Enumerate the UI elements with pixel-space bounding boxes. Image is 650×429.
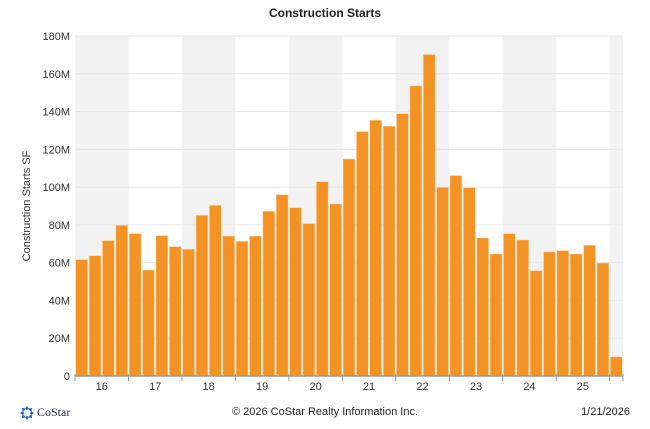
x-tick-label: 17 [149,381,161,393]
bar [169,246,182,377]
bar [489,253,503,377]
bar [75,259,88,377]
bar [142,269,155,377]
x-tick-label: 16 [96,381,108,393]
x-tick-label: 20 [309,381,321,393]
bar [423,54,436,377]
bar [369,119,382,377]
y-tick-label: 120M [42,144,70,156]
bar [302,223,316,377]
bar [449,175,463,377]
logo-text: CoStar [37,405,71,419]
y-tick-label: 100M [42,182,70,194]
bar [235,241,249,377]
bar [102,240,115,377]
x-tick-label: 22 [416,381,428,393]
bar [516,239,529,377]
bar [262,211,275,377]
bar [195,215,209,377]
y-tick-label: 0 [64,371,70,383]
bar [463,187,476,377]
bar [249,235,262,377]
y-tick-label: 160M [42,69,70,81]
copyright-text: © 2026 CoStar Realty Information Inc. [231,406,419,418]
y-axis-label: Construction Starts SF [21,150,33,261]
bar [316,181,329,377]
x-tick-label: 24 [523,381,535,393]
y-tick-label: 60M [49,258,70,270]
bar [342,158,356,377]
bar [529,270,543,377]
bar [596,262,610,377]
bar [396,113,409,377]
x-tick-label: 19 [256,381,268,393]
bar [476,237,489,377]
bar [222,235,235,377]
year-band [609,36,623,376]
bar [155,235,169,377]
bar [356,131,369,377]
y-tick-label: 180M [42,31,70,43]
bar [610,356,623,377]
bar [182,249,195,377]
y-tick-label: 80M [49,220,70,232]
bar [382,126,396,377]
x-tick-label: 18 [203,381,215,393]
y-tick-label: 40M [49,295,70,307]
bar [275,194,289,377]
bar [289,207,302,377]
bar [543,251,556,377]
bar [128,233,142,377]
bar [503,233,516,377]
bar [583,245,596,377]
date-text: 1/21/2026 [581,406,630,418]
bar [88,255,102,377]
x-tick-label: 25 [577,381,589,393]
bar [209,204,222,377]
bar-chart: 0 20M 40M 60M 80M 100M 120M 140M 160M 180M Constru… [21,31,624,393]
bar [115,225,128,377]
bar [409,85,423,377]
y-tick-label: 20M [49,333,70,345]
chart-title: Construction Starts [268,6,381,20]
bar [556,250,570,377]
y-tick-label: 140M [42,107,70,119]
bar [570,253,583,377]
costar-logo-icon [20,405,34,420]
bar [329,203,342,377]
x-tick-label: 23 [470,381,482,393]
costar-logo: CoStar [20,405,70,420]
bar [436,187,449,377]
x-tick-label: 21 [363,381,375,393]
